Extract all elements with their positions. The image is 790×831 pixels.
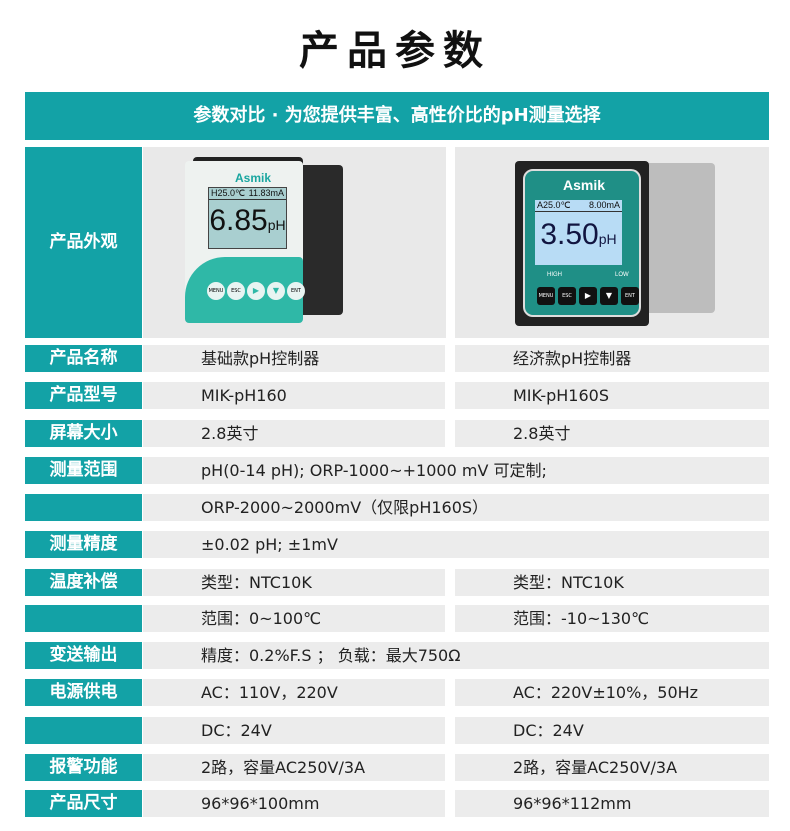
- screen-current: 8.00mA: [588, 200, 620, 210]
- screen-current: 11.83mA: [248, 188, 284, 198]
- row-value-economy: 经济款pH控制器: [455, 345, 769, 372]
- row-value-economy: 2路，容量AC250V/3A: [455, 754, 769, 781]
- row-label: [25, 494, 142, 521]
- menu-button: MENU: [537, 287, 555, 305]
- screen-unit: pH: [598, 231, 617, 247]
- row-value-basic: MIK-pH160: [143, 382, 445, 409]
- screen-temp: A25.0℃: [537, 200, 571, 210]
- product-image-economy: Asmik A25.0℃ 8.00mA 3.50pH HIGH LOW MENU …: [455, 147, 769, 338]
- row-label: 变送输出: [25, 642, 142, 669]
- row-value: ±0.02 pH; ±1mV: [143, 531, 769, 558]
- row-value-economy: 2.8英寸: [455, 420, 769, 447]
- down-button: ▼: [267, 282, 285, 300]
- down-button: ▼: [600, 287, 618, 305]
- right-button: ▶: [247, 282, 265, 300]
- esc-button: ESC: [227, 282, 245, 300]
- row-value-basic: 类型：NTC10K: [143, 569, 445, 596]
- row-label: [25, 605, 142, 632]
- row-value-basic: 基础款pH控制器: [143, 345, 445, 372]
- row-label: 屏幕大小: [25, 420, 142, 447]
- row-label: 温度补偿: [25, 569, 142, 596]
- row-value-economy: DC：24V: [455, 717, 769, 744]
- screen-unit: pH: [267, 217, 286, 233]
- row-label: 产品尺寸: [25, 790, 142, 817]
- product-image-basic: Asmik H25.0℃ 11.83mA 6.85pH MENU ESC ▶ ▼ …: [143, 147, 446, 338]
- ent-button: ENT: [621, 287, 639, 305]
- row-label: 报警功能: [25, 754, 142, 781]
- row-label: 测量范围: [25, 457, 142, 484]
- row-label: 产品型号: [25, 382, 142, 409]
- row-value: pH(0-14 pH); ORP-1000~+1000 mV 可定制;: [143, 457, 769, 484]
- banner: 参数对比 · 为您提供丰富、高性价比的pH测量选择: [25, 92, 769, 140]
- row-value-basic: 2.8英寸: [143, 420, 445, 447]
- row-value-basic: DC：24V: [143, 717, 445, 744]
- row-value: ORP-2000~2000mV（仅限pH160S）: [143, 494, 769, 521]
- esc-button: ESC: [558, 287, 576, 305]
- ent-button: ENT: [287, 282, 305, 300]
- row-value-basic: AC：110V，220V: [143, 679, 445, 706]
- row-value-economy: AC：220V±10%，50Hz: [455, 679, 769, 706]
- screen-value: 6.85: [209, 204, 268, 237]
- row-label: 电源供电: [25, 679, 142, 706]
- row-label: [25, 717, 142, 744]
- page-title: 产品参数: [299, 28, 491, 74]
- row-value-economy: 类型：NTC10K: [455, 569, 769, 596]
- screen-value: 3.50: [540, 218, 599, 251]
- high-indicator: HIGH: [547, 272, 562, 278]
- screen-temp: H25.0℃: [211, 188, 246, 198]
- row-label: 产品名称: [25, 345, 142, 372]
- label-appearance: 产品外观: [25, 147, 142, 338]
- menu-button: MENU: [207, 282, 225, 300]
- row-value-basic: 96*96*100mm: [143, 790, 445, 817]
- row-value-economy: MIK-pH160S: [455, 382, 769, 409]
- row-value-basic: 2路，容量AC250V/3A: [143, 754, 445, 781]
- row-value-economy: 范围：-10~130℃: [455, 605, 769, 632]
- row-value-economy: 96*96*112mm: [455, 790, 769, 817]
- right-button: ▶: [579, 287, 597, 305]
- row-value: 精度：0.2%F.S ； 负载：最大750Ω: [143, 642, 769, 669]
- brand-logo: Asmik: [235, 171, 272, 185]
- low-indicator: LOW: [615, 272, 629, 278]
- brand-logo: Asmik: [563, 177, 606, 193]
- row-label: 测量精度: [25, 531, 142, 558]
- row-value-basic: 范围：0~100℃: [143, 605, 445, 632]
